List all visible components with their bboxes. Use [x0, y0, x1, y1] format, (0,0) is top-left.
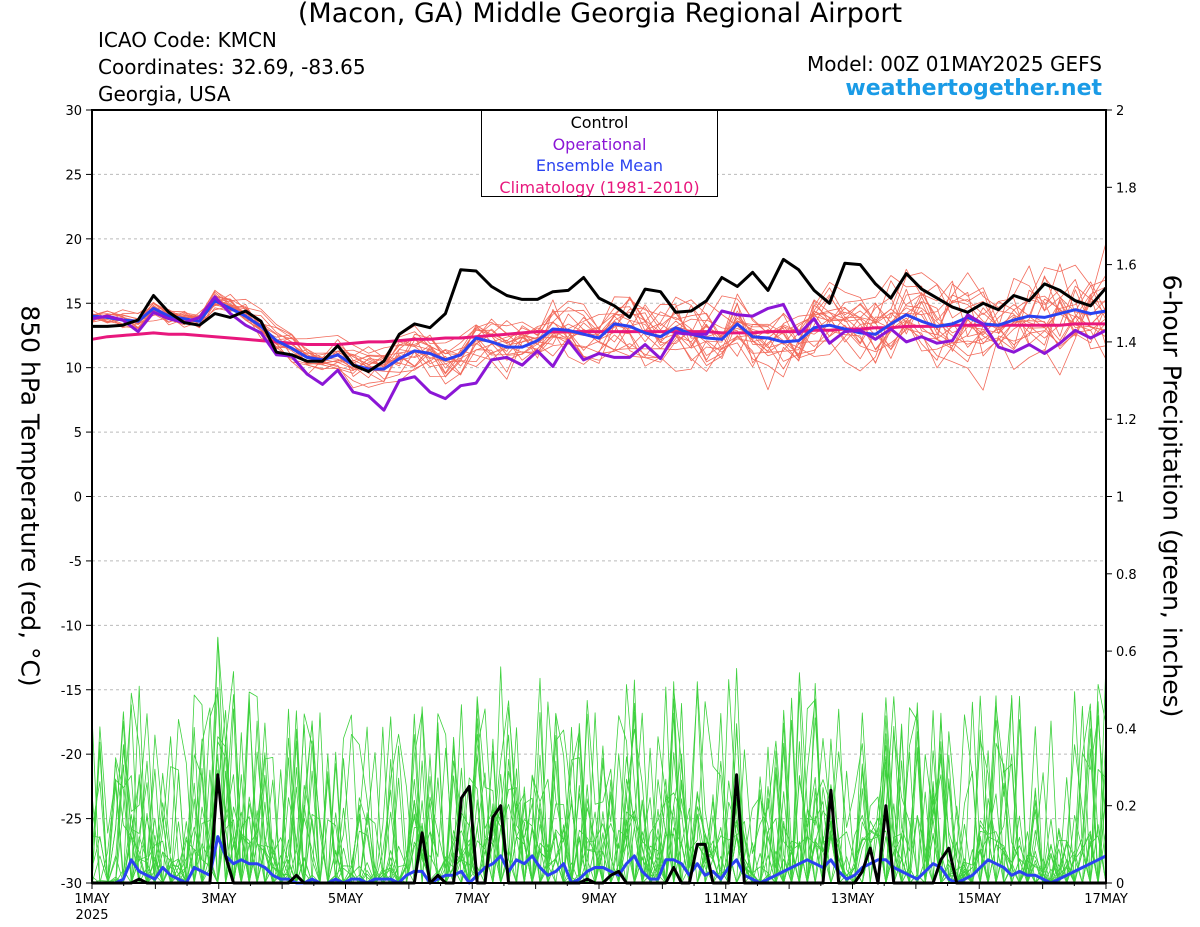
- page-title: (Macon, GA) Middle Georgia Regional Airp…: [297, 0, 903, 29]
- y-axis-right-label: 6-hour Precipitation (green, inches): [1157, 274, 1187, 718]
- y-tick-label--10: -10: [61, 619, 82, 634]
- y-tick-label--20: -20: [61, 748, 82, 763]
- y-tick-label--5: -5: [69, 555, 82, 570]
- y2-tick-label-1.8: 1.8: [1116, 181, 1137, 196]
- precip-ensemble-mean-line: [92, 835, 1107, 885]
- temp-member-line-19: [91, 268, 1107, 368]
- precip-member-line-12: [91, 689, 1107, 884]
- temp-member-line-17: [91, 294, 1107, 367]
- y-tick-label--30: -30: [61, 877, 82, 892]
- y-tick-label-15: 15: [65, 297, 82, 312]
- y-tick-label--25: -25: [61, 813, 82, 828]
- y2-tick-label-1.4: 1.4: [1116, 336, 1137, 351]
- x-tick-label-11MAY: 11MAY: [704, 892, 748, 907]
- legend-operational: Operational: [552, 134, 647, 154]
- y-tick-label--15: -15: [61, 684, 82, 699]
- x-tick-sublabel-2025: 2025: [75, 908, 108, 923]
- x-tick-label-15MAY: 15MAY: [957, 892, 1001, 907]
- x-tick-label-17MAY: 17MAY: [1084, 892, 1128, 907]
- legend-ensemble-mean: Ensemble Mean: [535, 156, 664, 175]
- x-tick-label-9MAY: 9MAY: [581, 892, 616, 907]
- y-tick-label-10: 10: [65, 362, 82, 377]
- x-tick-label-7MAY: 7MAY: [455, 892, 490, 907]
- y-tick-label-30: 30: [65, 104, 82, 119]
- y-tick-label-25: 25: [65, 168, 82, 183]
- icao-code: ICAO Code: KMCN: [98, 28, 277, 52]
- temp-member-line-4: [91, 264, 1107, 379]
- y2-tick-label-1: 1: [1116, 491, 1124, 506]
- y2-tick-label-0.6: 0.6: [1116, 645, 1137, 660]
- y-axis-left-label: 850 hPa Temperature (red, °C): [15, 305, 45, 687]
- y-tick-label-0: 0: [74, 491, 82, 506]
- temp-ensemble-mean-line: [91, 299, 1107, 371]
- model-run: Model: 00Z 01MAY2025 GEFS: [807, 52, 1102, 76]
- temp-operational-line: [91, 295, 1107, 412]
- x-tick-label-5MAY: 5MAY: [328, 892, 363, 907]
- coordinates: Coordinates: 32.69, -83.65: [98, 55, 366, 79]
- y2-tick-label-0.2: 0.2: [1116, 800, 1137, 815]
- x-tick-label-3MAY: 3MAY: [201, 892, 236, 907]
- y-tick-label-5: 5: [74, 426, 82, 441]
- legend: Control Operational Ensemble Mean Climat…: [481, 110, 718, 197]
- x-tick-label-1MAY: 1MAY: [74, 892, 109, 907]
- legend-control: Control: [570, 113, 629, 132]
- y2-tick-label-1.6: 1.6: [1116, 259, 1137, 274]
- y2-tick-label-2: 2: [1116, 104, 1124, 119]
- y2-tick-label-0.8: 0.8: [1116, 568, 1137, 583]
- temp-member-line-16: [92, 242, 1107, 377]
- legend-climatology: Climatology (1981-2010): [499, 177, 700, 197]
- y2-tick-label-1.2: 1.2: [1116, 413, 1137, 428]
- region: Georgia, USA: [98, 82, 231, 106]
- site-credit[interactable]: weathertogether.net: [845, 76, 1102, 101]
- y2-tick-label-0: 0: [1116, 877, 1124, 892]
- y2-tick-label-0.4: 0.4: [1116, 722, 1137, 737]
- y-tick-label-20: 20: [65, 233, 82, 248]
- temp-control-line: [92, 257, 1108, 373]
- x-tick-label-13MAY: 13MAY: [831, 892, 875, 907]
